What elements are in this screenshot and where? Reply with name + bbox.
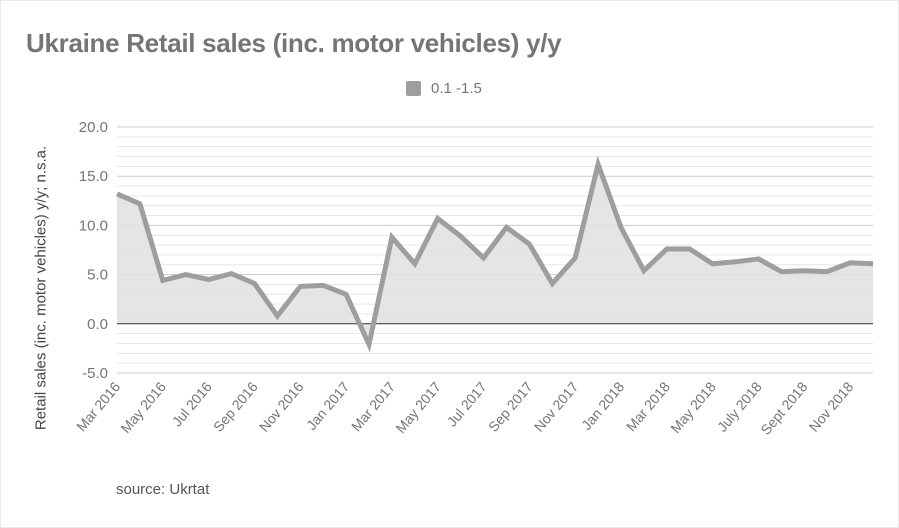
legend-swatch-icon [406, 81, 421, 96]
y-tick-label: 5.0 [87, 267, 108, 284]
x-tick-label: Sept 2018 [757, 378, 810, 437]
x-tick-label: Sep 2016 [210, 378, 261, 434]
y-tick-label: 0.0 [87, 316, 108, 333]
x-tick-label: Mar 2018 [623, 378, 673, 434]
y-tick-label: 15.0 [79, 168, 108, 185]
x-tick-label: Jan 2018 [578, 378, 627, 433]
x-tick-label: Nov 2018 [806, 378, 857, 434]
y-tick-label: 20.0 [79, 119, 108, 136]
x-tick-label: Nov 2016 [256, 378, 307, 434]
y-axis-ticks: 20.0 15.0 10.0 5.0 0.0 -5.0 [79, 119, 108, 382]
area-fill [117, 164, 873, 345]
chart-title: Ukraine Retail sales (inc. motor vehicle… [26, 28, 562, 58]
x-tick-label: Jan 2017 [303, 378, 352, 433]
x-tick-label: May 2018 [667, 378, 719, 436]
x-tick-label: Nov 2017 [531, 378, 582, 434]
source-note: source: Ukrtat [116, 481, 210, 498]
legend-label: 0.1 -1.5 [431, 80, 482, 97]
legend[interactable]: 0.1 -1.5 [406, 80, 482, 97]
x-tick-label: Jul 2017 [444, 378, 490, 429]
x-tick-label: Mar 2016 [73, 378, 123, 434]
y-tick-label: -5.0 [82, 365, 108, 382]
x-tick-label: May 2017 [392, 378, 444, 436]
x-tick-label: May 2016 [117, 378, 169, 436]
x-tick-label: Sep 2017 [485, 378, 536, 434]
x-tick-label: Jul 2016 [169, 378, 215, 429]
y-tick-label: 10.0 [79, 217, 108, 234]
x-tick-label: Mar 2017 [348, 378, 398, 434]
series-line [116, 155, 874, 353]
